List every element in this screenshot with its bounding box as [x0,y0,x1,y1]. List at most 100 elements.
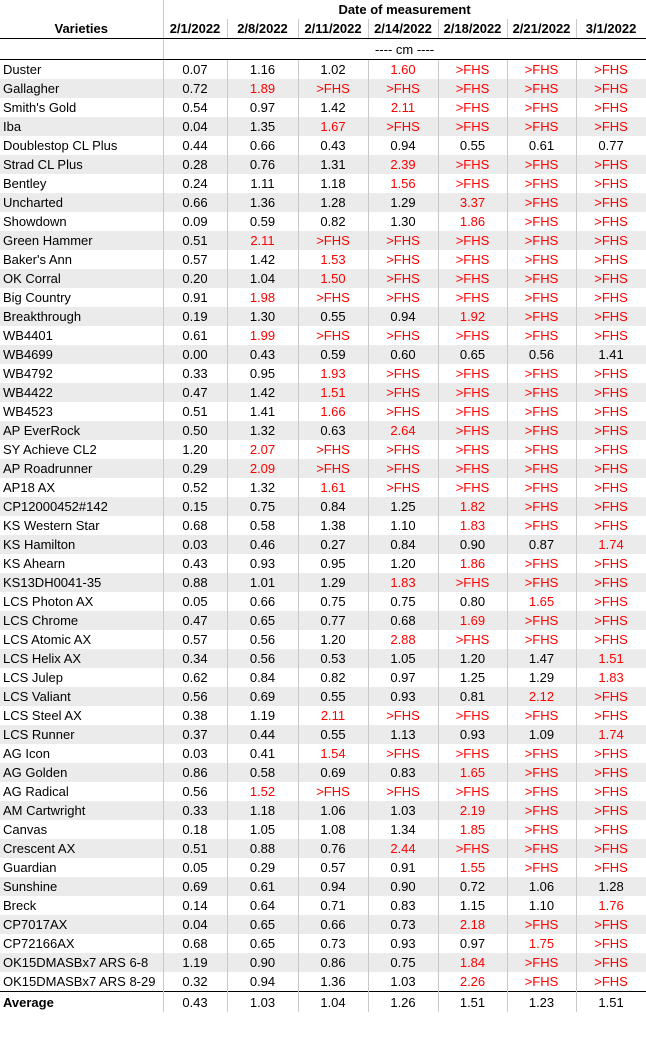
average-row: Average 0.43 1.03 1.04 1.26 1.51 1.23 1.51 [0,991,646,1012]
variety-name: Guardian [0,858,164,877]
value-cell: 0.53 [298,649,369,668]
value-cell: 0.95 [227,364,299,383]
average-value: 1.26 [368,991,439,1012]
variety-name: OK15DMASBx7 ARS 6-8 [0,953,164,972]
value-cell: 2.11 [298,706,369,725]
value-cell: 1.29 [507,668,577,687]
value-cell: 0.93 [227,554,299,573]
value-cell: 0.29 [227,858,299,877]
value-cell: 0.93 [368,687,439,706]
value-cell: 0.83 [368,763,439,782]
value-cell: 0.03 [163,535,228,554]
data-row: Iba 0.04 1.35 1.67 >FHS >FHS >FHS >FHS [0,117,646,136]
value-cell: >FHS [438,706,508,725]
data-row: LCS Julep 0.62 0.84 0.82 0.97 1.25 1.29 1.83 [0,668,646,687]
value-cell: 0.72 [438,877,508,896]
value-cell: >FHS [507,307,577,326]
value-cell: 0.84 [227,668,299,687]
value-cell: 0.91 [163,288,228,307]
value-cell: 0.03 [163,744,228,763]
value-cell: 1.13 [368,725,439,744]
value-cell: >FHS [507,706,577,725]
measurement-table: Date of measurement Varieties 2/1/2022 2/8… [0,0,646,1012]
value-cell: 0.91 [368,858,439,877]
value-cell: 1.04 [227,269,299,288]
value-cell: 0.97 [227,98,299,117]
value-cell: 2.11 [368,98,439,117]
variety-name: Breck [0,896,164,915]
data-row: Breck 0.14 0.64 0.71 0.83 1.15 1.10 1.76 [0,896,646,915]
value-cell: 0.76 [227,155,299,174]
value-cell: 0.38 [163,706,228,725]
data-row: LCS Runner 0.37 0.44 0.55 1.13 0.93 1.09 1.74 [0,725,646,744]
value-cell: 0.95 [298,554,369,573]
value-cell: 1.10 [507,896,577,915]
value-cell: >FHS [298,459,369,478]
value-cell: 1.85 [438,820,508,839]
value-cell: 0.97 [368,668,439,687]
value-cell: >FHS [576,744,646,763]
value-cell: >FHS [438,402,508,421]
value-cell: >FHS [368,478,439,497]
variety-name: Bentley [0,174,164,193]
value-cell: >FHS [368,383,439,402]
value-cell: 1.06 [298,801,369,820]
value-cell: 0.54 [163,98,228,117]
value-cell: 0.66 [227,136,299,155]
value-cell: >FHS [576,383,646,402]
value-cell: >FHS [576,79,646,98]
value-cell: 1.36 [227,193,299,212]
value-cell: 0.88 [227,839,299,858]
value-cell: 1.41 [576,345,646,364]
value-cell: >FHS [507,250,577,269]
value-cell: >FHS [576,573,646,592]
value-cell: 0.32 [163,972,228,992]
column-header: 2/18/2022 [438,19,508,39]
column-header: Varieties [0,19,164,39]
data-row: AG Golden 0.86 0.58 0.69 0.83 1.65 >FHS >FHS [0,763,646,782]
value-cell: 1.51 [298,383,369,402]
data-row: WB4523 0.51 1.41 1.66 >FHS >FHS >FHS >FHS [0,402,646,421]
value-cell: 1.30 [368,212,439,231]
value-cell: >FHS [576,630,646,649]
value-cell: >FHS [576,193,646,212]
value-cell: 0.77 [576,136,646,155]
value-cell: >FHS [368,231,439,250]
value-cell: 1.20 [298,630,369,649]
value-cell: 1.89 [227,79,299,98]
data-row: AG Radical 0.56 1.52 >FHS >FHS >FHS >FHS >FHS [0,782,646,801]
value-cell: 1.36 [298,972,369,992]
variety-name: Smith's Gold [0,98,164,117]
data-row: OK15DMASBx7 ARS 6-8 1.19 0.90 0.86 0.75 1.84 >… [0,953,646,972]
variety-name: KS Ahearn [0,554,164,573]
data-row: AG Icon 0.03 0.41 1.54 >FHS >FHS >FHS >FHS [0,744,646,763]
value-cell: >FHS [507,459,577,478]
value-cell: 0.68 [368,611,439,630]
value-cell: >FHS [368,402,439,421]
value-cell: 0.41 [227,744,299,763]
variety-name: LCS Valiant [0,687,164,706]
value-cell: 0.57 [298,858,369,877]
blank-cell [0,0,164,19]
value-cell: 0.43 [298,136,369,155]
value-cell: >FHS [438,364,508,383]
value-cell: 1.28 [298,193,369,212]
value-cell: >FHS [507,782,577,801]
data-row: Strad CL Plus 0.28 0.76 1.31 2.39 >FHS >FHS >FH… [0,155,646,174]
data-row: WB4699 0.00 0.43 0.59 0.60 0.65 0.56 1.41 [0,345,646,364]
value-cell: >FHS [368,782,439,801]
data-row: AP Roadrunner 0.29 2.09 >FHS >FHS >FHS >FHS >FH… [0,459,646,478]
variety-name: WB4523 [0,402,164,421]
value-cell: >FHS [576,459,646,478]
value-cell: 2.09 [227,459,299,478]
value-cell: >FHS [507,117,577,136]
value-cell: 0.86 [163,763,228,782]
average-value: 1.04 [298,991,369,1012]
value-cell: 0.46 [227,535,299,554]
value-cell: 0.05 [163,592,228,611]
value-cell: 0.33 [163,801,228,820]
value-cell: 0.72 [163,79,228,98]
value-cell: >FHS [507,478,577,497]
value-cell: 1.42 [298,98,369,117]
value-cell: 2.64 [368,421,439,440]
